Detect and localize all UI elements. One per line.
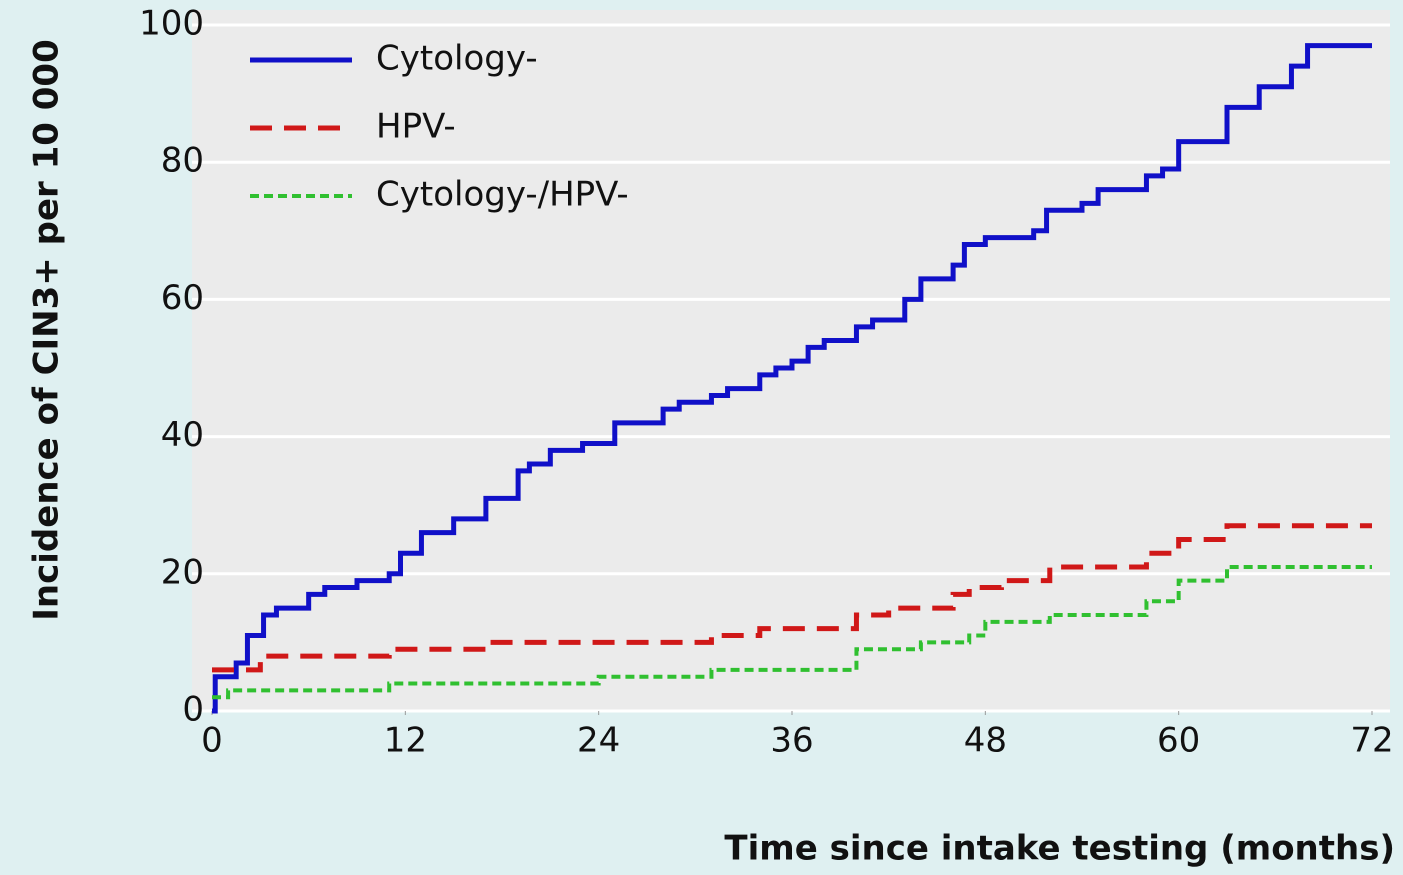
- y-axis-title: Incidence of CIN3+ per 10 000: [27, 39, 67, 620]
- y-tick-label: 60: [161, 278, 204, 318]
- x-tick-label: 24: [577, 721, 620, 761]
- y-tick-label: 40: [161, 415, 204, 455]
- legend-label: Cytology-/HPV-: [376, 175, 629, 215]
- x-tick-label: 0: [201, 721, 223, 761]
- x-tick-label: 12: [384, 721, 427, 761]
- data-line: [212, 523, 1372, 673]
- x-tick-label: 60: [1157, 721, 1200, 761]
- y-tick-label: 20: [161, 552, 204, 592]
- x-axis-title: Time since intake testing (months): [724, 829, 1395, 869]
- x-tick-label: 48: [964, 721, 1007, 761]
- x-tick-label: 36: [770, 721, 813, 761]
- x-tick-label: 72: [1350, 721, 1393, 761]
- y-tick-label: 100: [139, 4, 204, 44]
- legend-label: Cytology-: [376, 39, 538, 79]
- y-tick-label: 80: [161, 141, 204, 181]
- legend-label: HPV-: [376, 107, 456, 147]
- y-tick-label: 0: [182, 690, 204, 730]
- data-line: [212, 564, 1372, 700]
- data-line: [212, 43, 1372, 714]
